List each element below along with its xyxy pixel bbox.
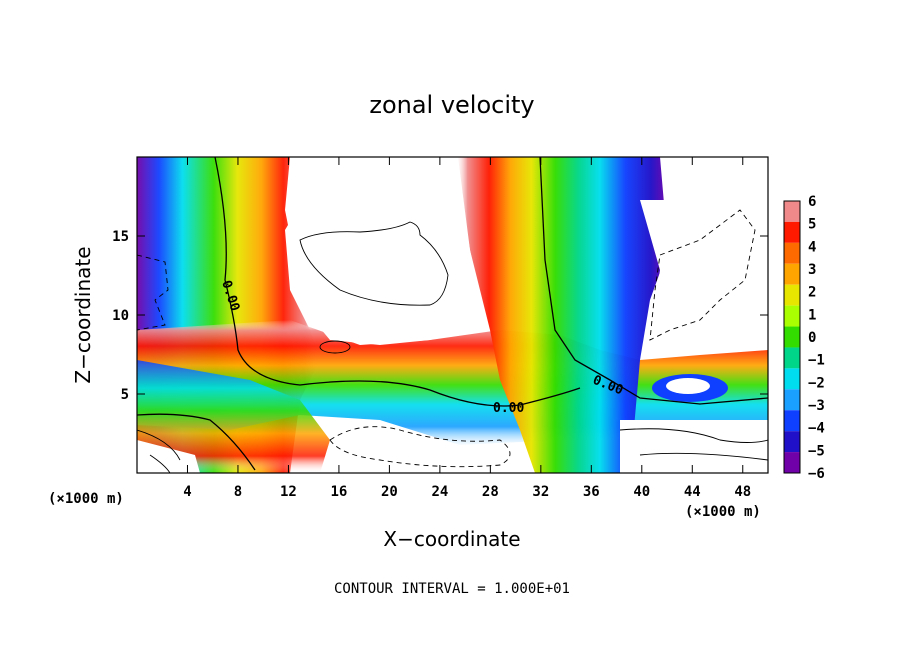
contour-zero-lower (137, 413, 256, 471)
y-tick-label: 5 (121, 387, 129, 403)
colorbar-label: −1 (808, 353, 825, 369)
field-white-region (285, 157, 480, 345)
field-right-jet (455, 157, 668, 473)
colorbar-swatch (784, 347, 800, 369)
x-tick-label: 20 (381, 484, 398, 500)
x-tick-label: 4 (183, 484, 191, 500)
contour-positive-closed (299, 221, 449, 306)
x-tick-label: 12 (280, 484, 297, 500)
x-axis: 4 8 12 16 20 24 28 32 36 40 44 48 (183, 157, 751, 500)
colorbar-label: 6 (808, 194, 816, 210)
x-tick-label: 36 (583, 484, 600, 500)
colorbar-swatch (784, 263, 800, 285)
colorbar-swatch (784, 242, 800, 264)
colorbar-label: −6 (808, 466, 825, 482)
colorbar-label: 1 (808, 307, 816, 323)
colorbar-label: 5 (808, 217, 816, 233)
colorbar-swatch (784, 389, 800, 411)
x-tick-label: 32 (532, 484, 549, 500)
colorbar-swatch (784, 452, 800, 473)
colorbar-label: 2 (808, 285, 816, 301)
colorbar-label: 0 (808, 330, 816, 346)
colorbar-label: −5 (808, 443, 825, 459)
colorbar-swatch (784, 284, 800, 306)
x-tick-label: 40 (633, 484, 650, 500)
colorbar-label: −4 (808, 421, 825, 437)
colorbar: 6 5 4 3 2 1 0 −1 −2 −3 −4 −5 −6 (783, 194, 825, 482)
colorbar-label: −3 (808, 398, 825, 414)
y-axis: 5 10 15 (112, 229, 768, 403)
field-lower-left (137, 360, 330, 473)
contour-zero-left (214, 157, 581, 407)
x-tick-label: 8 (234, 484, 242, 500)
colorbar-label: 3 (808, 262, 816, 278)
colorbar-swatch (784, 326, 800, 348)
colorbar-swatch (784, 431, 800, 453)
colorbar-frame (783, 200, 801, 474)
contour-label: 0.00 (493, 401, 524, 416)
chart-title: zonal velocity (369, 91, 534, 119)
x-tick-label: 24 (431, 484, 448, 500)
y-axis-label: Z−coordinate (71, 246, 95, 383)
x-tick-label: 44 (684, 484, 701, 500)
y-tick-label: 15 (112, 229, 129, 245)
heatmap-field (137, 157, 768, 473)
contour-negative-dashed (137, 254, 169, 331)
y-tick-label: 10 (112, 308, 129, 324)
x-unit-label-right: (×1000 m) (685, 504, 761, 520)
x-tick-label: 28 (482, 484, 499, 500)
contour-interval-note: CONTOUR INTERVAL = 1.000E+01 (334, 581, 570, 597)
x-tick-label: 16 (330, 484, 347, 500)
x-tick-label: 48 (734, 484, 751, 500)
colorbar-label: −2 (808, 375, 825, 391)
x-axis-label: X−coordinate (383, 527, 520, 551)
colorbar-swatch (784, 305, 800, 327)
colorbar-swatch (784, 410, 800, 432)
colorbar-swatch (784, 201, 800, 222)
x-unit-label-left: (×1000 m) (48, 491, 124, 507)
contour-zero-right (539, 157, 768, 405)
colorbar-swatch (784, 221, 800, 243)
colorbar-label: 4 (808, 239, 816, 255)
colorbar-swatch (784, 368, 800, 390)
